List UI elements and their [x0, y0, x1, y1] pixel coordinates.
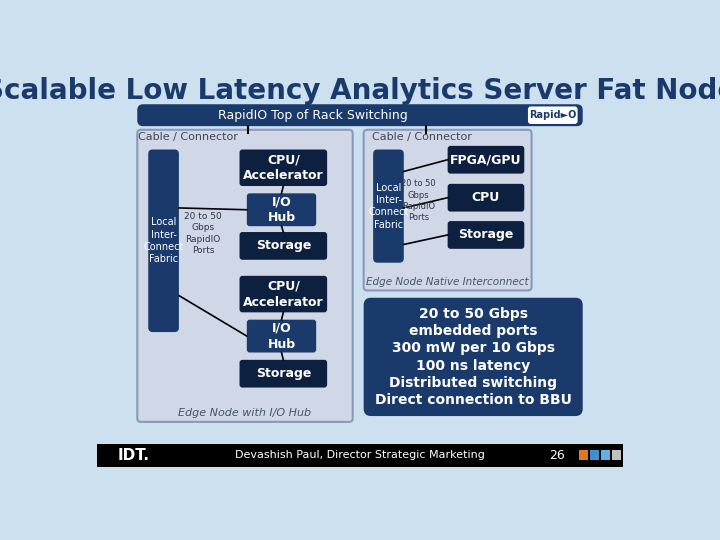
- Text: Storage: Storage: [256, 367, 311, 380]
- Text: Local
Inter-
Connect
Fabric: Local Inter- Connect Fabric: [369, 183, 409, 230]
- FancyBboxPatch shape: [148, 150, 179, 332]
- Text: Devashish Paul, Director Strategic Marketing: Devashish Paul, Director Strategic Marke…: [235, 450, 485, 461]
- FancyBboxPatch shape: [97, 73, 623, 467]
- FancyBboxPatch shape: [97, 444, 623, 467]
- FancyBboxPatch shape: [373, 150, 404, 262]
- FancyBboxPatch shape: [612, 450, 621, 460]
- Text: FPGA/GPU: FPGA/GPU: [450, 153, 522, 166]
- FancyBboxPatch shape: [448, 221, 524, 249]
- FancyBboxPatch shape: [590, 450, 599, 460]
- Text: Cable / Connector: Cable / Connector: [372, 132, 472, 142]
- FancyBboxPatch shape: [528, 106, 577, 124]
- Text: Scalable Low Latency Analytics Server Fat Node: Scalable Low Latency Analytics Server Fa…: [0, 77, 720, 105]
- Text: 20 to 50
Gbps
RapidIO
Ports: 20 to 50 Gbps RapidIO Ports: [184, 212, 222, 255]
- Text: CPU/
Accelerator: CPU/ Accelerator: [243, 280, 324, 308]
- FancyBboxPatch shape: [240, 360, 327, 388]
- Text: 26: 26: [549, 449, 565, 462]
- FancyBboxPatch shape: [138, 104, 582, 126]
- Text: CPU: CPU: [472, 191, 500, 204]
- FancyBboxPatch shape: [364, 298, 582, 416]
- FancyBboxPatch shape: [240, 232, 327, 260]
- Text: CPU/
Accelerator: CPU/ Accelerator: [243, 153, 324, 183]
- FancyBboxPatch shape: [448, 146, 524, 174]
- Text: Edge Node with I/O Hub: Edge Node with I/O Hub: [179, 408, 312, 418]
- Text: I/O
Hub: I/O Hub: [267, 195, 296, 224]
- FancyBboxPatch shape: [579, 450, 588, 460]
- FancyBboxPatch shape: [240, 150, 327, 186]
- Text: 20 to 50
Gbps
RapidIO
Ports: 20 to 50 Gbps RapidIO Ports: [401, 179, 436, 222]
- Text: RapidIO Top of Rack Switching: RapidIO Top of Rack Switching: [217, 109, 408, 122]
- FancyBboxPatch shape: [601, 450, 610, 460]
- FancyBboxPatch shape: [247, 193, 316, 226]
- FancyBboxPatch shape: [247, 320, 316, 353]
- FancyBboxPatch shape: [240, 276, 327, 312]
- Text: IDT.: IDT.: [117, 448, 150, 463]
- FancyBboxPatch shape: [448, 184, 524, 212]
- Text: I/O
Hub: I/O Hub: [267, 322, 296, 350]
- Text: Cable / Connector: Cable / Connector: [138, 132, 238, 142]
- Text: 20 to 50 Gbps
embedded ports
300 mW per 10 Gbps
100 ns latency
Distributed switc: 20 to 50 Gbps embedded ports 300 mW per …: [374, 307, 572, 407]
- Text: Storage: Storage: [458, 228, 513, 241]
- Text: Edge Node Native Interconnect: Edge Node Native Interconnect: [366, 276, 529, 287]
- Text: Storage: Storage: [256, 239, 311, 252]
- FancyBboxPatch shape: [364, 130, 531, 291]
- FancyBboxPatch shape: [138, 130, 353, 422]
- Text: Rapid►O: Rapid►O: [529, 110, 577, 120]
- Text: Local
Inter-
Connect
Fabric: Local Inter- Connect Fabric: [143, 217, 184, 265]
- FancyBboxPatch shape: [97, 73, 623, 467]
